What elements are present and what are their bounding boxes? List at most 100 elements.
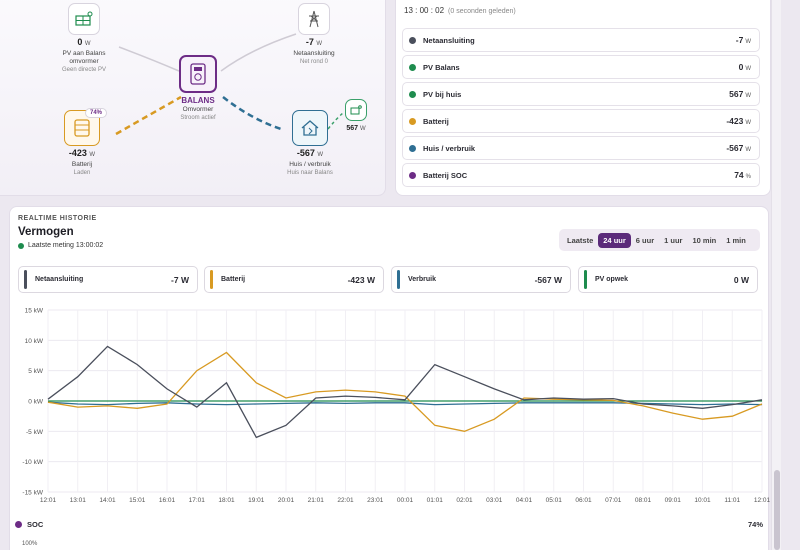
live-dot [18,242,24,249]
x-tick-label: 11:01 [724,497,740,504]
y-tick-label: 10 kW [25,338,44,345]
value-name: Batterij [423,116,449,126]
grid-sub: Net rond 0 [299,59,329,65]
x-tick-label: 01:01 [427,497,444,504]
status-dot [409,117,416,125]
status-dot [409,36,416,44]
pv-value: 0 [77,37,83,47]
range-selector: Laatste 24 uur 6 uur 1 uur 10 min 1 min [559,229,760,251]
solar-panel-small-icon [345,99,367,121]
x-tick-label: 22:01 [337,497,354,504]
series-line-batterij [47,351,763,432]
x-tick-label: 15:01 [129,497,146,504]
battery-soc-badge: 74% [85,108,108,118]
value-number: 567 [729,89,744,99]
scrollbar[interactable] [771,0,781,550]
soc-value: 74% [747,520,763,529]
house-node[interactable]: -567 W Huis / verbruik Huis naar Balans [275,110,345,177]
value-name: PV bij huis [423,89,462,99]
x-tick-label: 20:01 [278,497,295,504]
battery-label: Batterij [71,161,93,168]
grid-value: -7 [305,37,314,47]
inverter-name: BALANS [181,96,215,105]
soc-label: SOC [27,520,44,529]
house-value: -567 [296,148,315,158]
legend-netaansluiting[interactable]: Netaansluiting -7 W [18,266,198,293]
range-10min[interactable]: 10 min [692,235,717,245]
legend-value: -567 W [534,274,562,285]
x-tick-label: 09:01 [665,497,682,504]
x-tick-label: 12:01 [40,497,57,504]
value-number: -423 [726,116,744,126]
value-number: 74 [734,170,744,180]
x-tick-label: 12:01 [754,497,770,504]
value-name: Huis / verbruik [423,143,476,153]
power-pylon-icon [298,3,330,35]
status-dot [409,63,416,71]
pv-label: PV aan Balans [62,50,106,57]
legend-value: -7 W [171,274,189,285]
last-update: 13 : 00 : 02 (0 seconden geleden) [404,6,516,15]
status-dot [409,144,416,152]
range-1h[interactable]: 1 uur [664,235,683,245]
legend-verbruik[interactable]: Verbruik -567 W [391,266,571,293]
status-dot [409,171,416,179]
x-tick-label: 06:01 [575,497,592,504]
value-row-netaansluiting[interactable]: Netaansluiting -7 W [402,28,760,52]
flow-lines [115,33,344,136]
series-line-netaansluiting [47,345,763,439]
battery-node[interactable]: -423 W Batterij Laden [49,110,115,177]
battery-value: -423 [68,148,87,158]
x-tick-label: 00:01 [397,497,414,504]
x-tick-label: 23:01 [367,497,384,504]
legend-value: -423 W [347,274,375,285]
energy-flow-card: 0 W PV aan Balans omvormer Geen directe … [0,0,386,196]
inverter-sub: Stroom actief [180,115,216,121]
y-tick-label: -10 kW [22,459,43,466]
value-name: PV Balans [423,62,460,72]
value-row-batterij[interactable]: Batterij -423 W [402,109,760,133]
scrollbar-thumb[interactable] [774,470,780,550]
house-pv-node[interactable]: 567 W [341,99,371,135]
y-tick-label: 0 kW [28,399,44,406]
house-label: Huis / verbruik [289,161,331,168]
legend-name: Batterij [221,276,246,283]
x-tick-label: 02:01 [456,497,473,504]
battery-sub: Laden [73,170,91,176]
x-tick-label: 07:01 [605,497,622,504]
house-icon [292,110,328,146]
value-row-huis-verbruik[interactable]: Huis / verbruik -567 W [402,136,760,160]
range-24h[interactable]: 24 uur [598,232,631,248]
x-tick-label: 13:01 [70,497,87,504]
y-tick-label: -5 kW [26,429,44,436]
legend-name: Verbruik [408,276,437,283]
pv-node[interactable]: 0 W PV aan Balans omvormer Geen directe … [49,3,119,74]
x-tick-label: 19:01 [248,497,265,504]
house-sub: Huis naar Balans [287,170,333,176]
last-measurement-text: Laatste meting 13:00:02 [28,242,104,249]
soc-header: SOC 74% [15,520,763,529]
legend-batterij[interactable]: Batterij -423 W [204,266,384,293]
range-6h[interactable]: 6 uur [635,235,655,245]
range-1min[interactable]: 1 min [726,235,746,245]
history-title: Vermogen [18,226,74,238]
inverter-node[interactable]: BALANS Omvormer Stroom actief [167,55,229,122]
value-number: 0 [738,62,744,72]
value-row-batterij-soc[interactable]: Batterij SOC 74% [402,163,760,187]
soc-axis-top: 100% [22,541,38,547]
legend-name: Netaansluiting [35,276,84,283]
inverter-icon [179,55,217,93]
value-name: Netaansluiting [423,35,475,45]
legend-pv-opwek[interactable]: PV opwek 0 W [578,266,758,293]
legend-value: 0 W [733,274,749,285]
inverter-label: Omvormer [182,106,214,113]
last-update-ago: (0 seconden geleden) [448,8,516,15]
grid-node[interactable]: -7 W Netaansluiting Net rond 0 [279,3,349,66]
x-tick-label: 08:01 [635,497,652,504]
range-laatste[interactable]: Laatste [567,235,594,245]
value-row-pv-bij-huis[interactable]: PV bij huis 567 W [402,82,760,106]
soc-dot [15,521,22,528]
x-tick-label: 14:01 [99,497,116,504]
value-row-pv-balans[interactable]: PV Balans 0 W [402,55,760,79]
